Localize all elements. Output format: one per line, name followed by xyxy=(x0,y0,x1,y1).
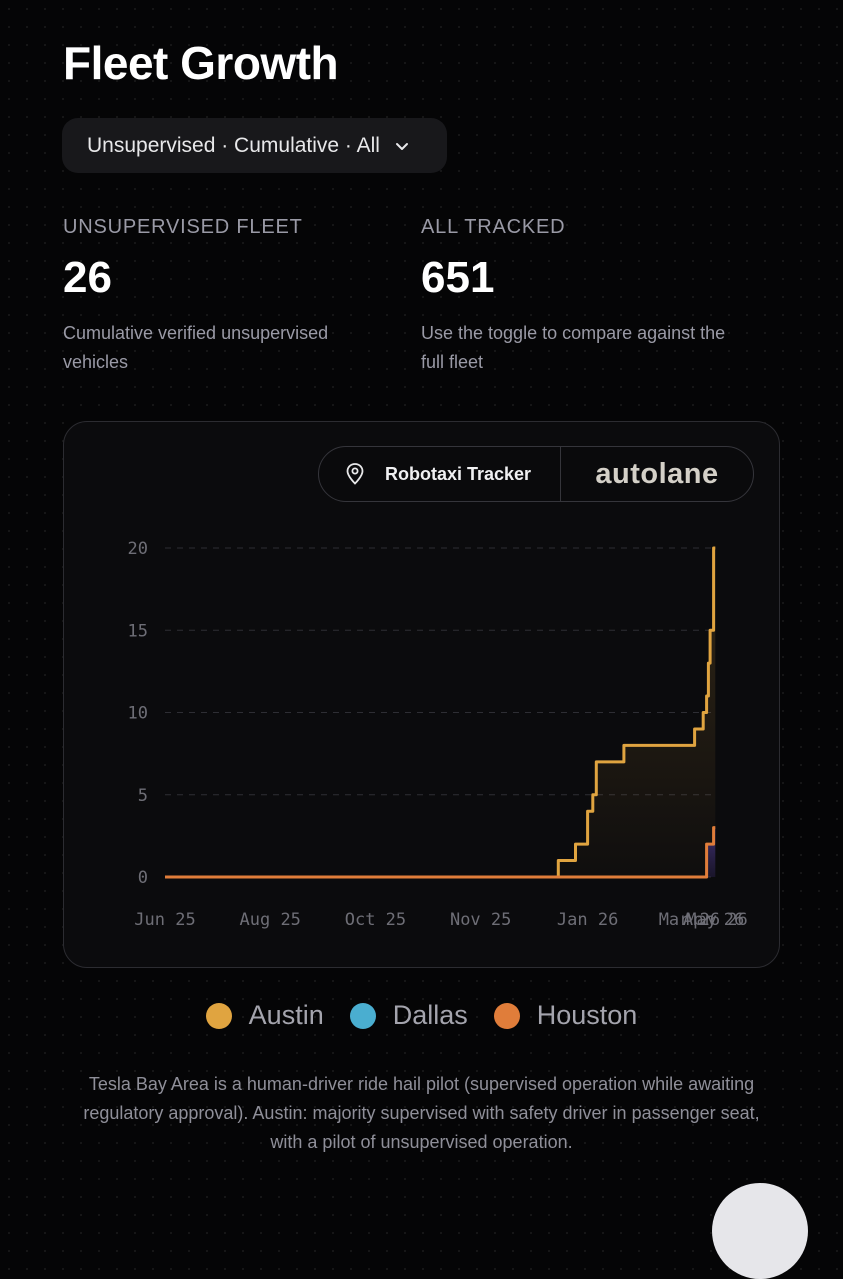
x-tick-label: May 26 xyxy=(686,910,747,930)
stat-description: Cumulative verified unsupervised vehicle… xyxy=(63,323,329,372)
legend-item-austin[interactable]: Austin xyxy=(205,1000,324,1031)
filter-label: Unsupervised · Cumulative · All xyxy=(87,133,380,157)
filter-dropdown[interactable]: Unsupervised · Cumulative · All xyxy=(62,118,447,173)
stat-value: 26 xyxy=(63,253,112,302)
y-tick-label: 10 xyxy=(128,704,148,724)
chart-legend: Austin Dallas Houston xyxy=(0,1000,843,1031)
y-tick-label: 15 xyxy=(128,621,148,641)
fleet-growth-chart: 0 5 10 15 20 Jun 25 Aug 25 Oct 25 Nov 25 Jan 26 M… xyxy=(128,539,748,930)
x-tick-label: Aug 25 xyxy=(240,910,301,930)
x-tick-label: Nov 25 xyxy=(450,910,511,930)
legend-label: Dallas xyxy=(392,1000,468,1030)
x-tick-label: Jun 25 xyxy=(134,910,195,930)
legend-swatch xyxy=(205,1002,232,1029)
map-pin-icon xyxy=(345,462,365,486)
series-line-houston xyxy=(165,826,716,879)
x-tick-label: Apr 26 xyxy=(683,910,744,930)
stat-unsupervised-fleet: UNSUPERVISED FLEET 26 Cumulative verifie… xyxy=(63,216,393,377)
stat-all-tracked: ALL TRACKED 651 Use the toggle to compar… xyxy=(421,216,751,377)
stat-value: 651 xyxy=(421,253,495,302)
x-tick-label: Jan 26 xyxy=(557,910,618,930)
stat-label: UNSUPERVISED FLEET xyxy=(63,216,303,238)
y-tick-label: 0 xyxy=(138,868,148,888)
legend-swatch xyxy=(493,1002,520,1029)
legend-label: Austin xyxy=(248,1000,324,1030)
x-tick-label: Oct 25 xyxy=(345,910,406,930)
x-tick-label: Mar 26 xyxy=(659,910,720,930)
stat-label: ALL TRACKED xyxy=(421,216,566,238)
y-tick-label: 5 xyxy=(138,786,148,806)
series-line-austin xyxy=(165,546,716,879)
legend-item-dallas[interactable]: Dallas xyxy=(349,1000,468,1031)
legend-swatch xyxy=(349,1002,376,1029)
stat-description: Use the toggle to compare against the fu… xyxy=(421,323,726,372)
series-area-austin xyxy=(165,548,716,877)
chevron-down-icon xyxy=(394,138,410,154)
footnote: Tesla Bay Area is a human-driver ride ha… xyxy=(83,1074,760,1152)
tracker-label: Robotaxi Tracker xyxy=(385,463,532,484)
floating-action-button[interactable] xyxy=(712,1183,808,1279)
y-tick-label: 20 xyxy=(128,539,148,559)
page-title: Fleet Growth xyxy=(63,37,339,89)
legend-item-houston[interactable]: Houston xyxy=(493,1000,638,1031)
tracker-badge: Robotaxi Tracker autolane xyxy=(318,446,754,502)
legend-label: Houston xyxy=(536,1000,638,1030)
brand-logo: autolane xyxy=(595,457,719,490)
